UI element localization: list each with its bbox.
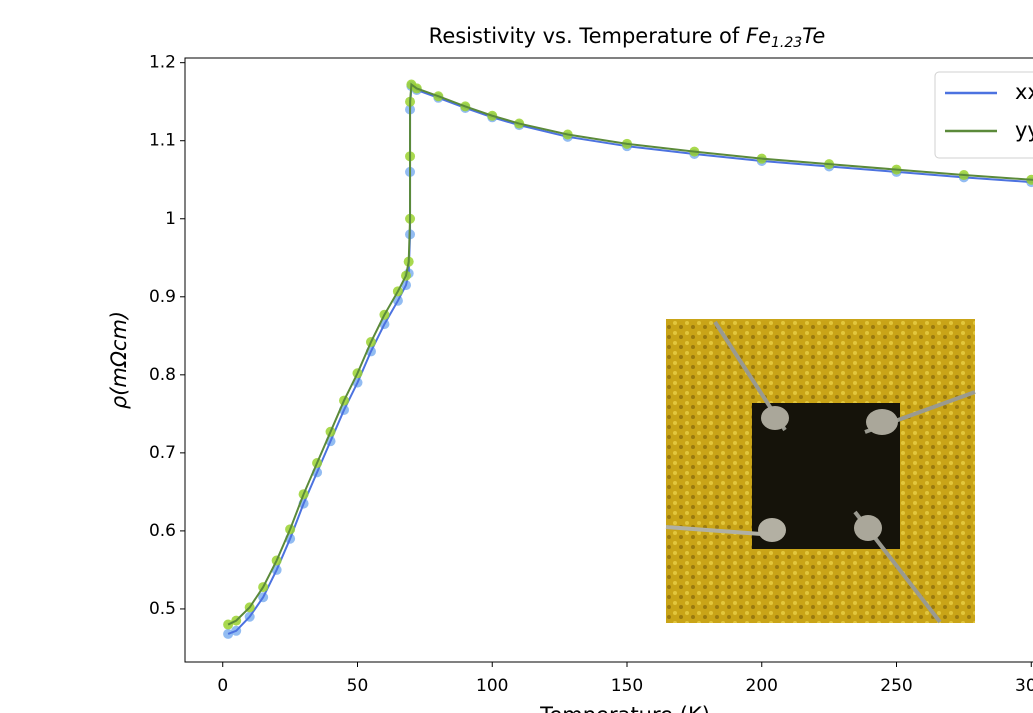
x-tick-label: 0 xyxy=(217,676,228,696)
y-tick-label: 1 xyxy=(165,209,176,229)
x-axis-label: Temperature (K) xyxy=(539,703,710,713)
series-line xyxy=(227,82,1033,626)
legend: xx yy xyxy=(934,71,1033,159)
x-tick-label: 50 xyxy=(347,676,369,696)
inset-photo xyxy=(665,319,976,624)
series xyxy=(223,79,1033,630)
x-tick-label: 250 xyxy=(880,676,912,696)
y-tick-label: 0.8 xyxy=(149,365,176,385)
x-tick-label: 150 xyxy=(611,676,643,696)
chart-title: Resistivity vs. Temperature of Fe1.23Te xyxy=(429,24,826,51)
y-tick-label: 0.9 xyxy=(149,287,176,307)
x-tick-label: 200 xyxy=(746,676,778,696)
y-tick-label: 0.7 xyxy=(149,443,176,463)
title-subscript: 1.23 xyxy=(771,35,802,51)
title-formula: Te xyxy=(802,24,825,48)
title-formula: Fe xyxy=(746,24,771,48)
title-text: Resistivity vs. Temperature of xyxy=(429,24,740,48)
legend-label: xx xyxy=(1015,80,1033,104)
y-axis-label: ρ(mΩcm) xyxy=(107,311,131,409)
y-tick-label: 1.2 xyxy=(149,53,176,73)
y-tick-label: 0.6 xyxy=(149,521,176,541)
legend-label: yy xyxy=(1015,118,1033,142)
y-tick-label: 0.5 xyxy=(149,599,176,619)
y-tick-label: 1.1 xyxy=(149,131,176,151)
x-tick-label: 300 xyxy=(1015,676,1033,696)
x-tick-label: 100 xyxy=(476,676,508,696)
